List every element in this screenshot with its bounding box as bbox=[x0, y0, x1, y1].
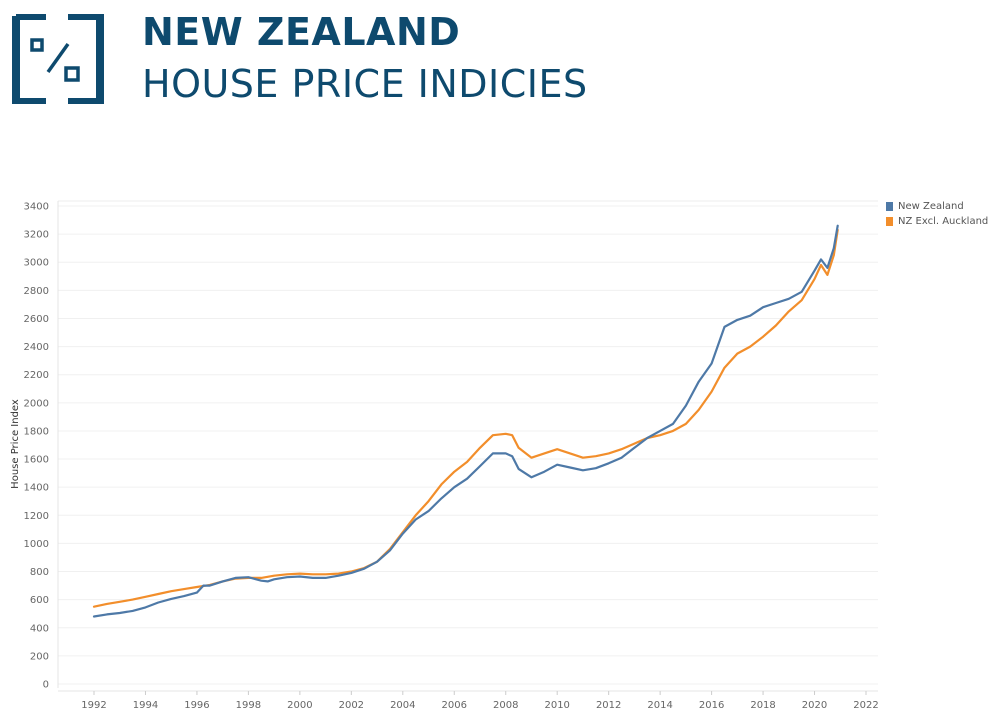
x-tick-label: 2020 bbox=[802, 700, 827, 711]
y-tick-label: 2600 bbox=[24, 314, 49, 325]
x-tick-label: 2000 bbox=[287, 700, 312, 711]
y-tick-label: 600 bbox=[30, 595, 49, 606]
series-line-nz-excl-auckland[interactable] bbox=[92, 228, 839, 608]
x-tick-label: 2016 bbox=[699, 700, 724, 711]
y-tick-label: 2800 bbox=[24, 286, 49, 297]
chart-legend: New Zealand NZ Excl. Auckland bbox=[886, 199, 988, 229]
x-tick-label: 2002 bbox=[339, 700, 364, 711]
legend-item-nz-excl-auckland[interactable]: NZ Excl. Auckland bbox=[886, 214, 988, 229]
x-tick-label: 2008 bbox=[493, 700, 518, 711]
x-tick-label: 2018 bbox=[750, 700, 775, 711]
y-tick-label: 1800 bbox=[24, 426, 49, 437]
chart-grid bbox=[58, 200, 878, 685]
legend-swatch bbox=[886, 217, 893, 226]
y-axis: 0 200 400 600 800 1000 1200 1400 1600 1800 2000 220… bbox=[24, 201, 59, 691]
y-tick-label: 200 bbox=[30, 651, 49, 662]
x-tick-label: 2022 bbox=[853, 700, 878, 711]
y-tick-label: 2200 bbox=[24, 370, 49, 381]
y-tick-label: 0 bbox=[43, 680, 49, 691]
y-tick-label: 3200 bbox=[24, 230, 49, 241]
legend-swatch bbox=[886, 202, 893, 211]
x-tick-label: 1992 bbox=[81, 700, 106, 711]
x-tick-label: 2014 bbox=[647, 700, 672, 711]
y-axis-label: House Price Index bbox=[10, 399, 21, 489]
y-tick-label: 400 bbox=[30, 623, 49, 634]
x-tick-label: 2010 bbox=[544, 700, 569, 711]
x-tick-label: 2006 bbox=[442, 700, 467, 711]
x-tick-label: 1998 bbox=[236, 700, 261, 711]
x-tick-label: 1994 bbox=[133, 700, 158, 711]
x-tick-label: 2004 bbox=[390, 700, 415, 711]
legend-item-new-zealand[interactable]: New Zealand bbox=[886, 199, 988, 214]
y-tick-label: 3000 bbox=[24, 258, 49, 269]
y-tick-label: 1400 bbox=[24, 483, 49, 494]
x-axis: 1992 1994 1996 1998 2000 2002 2004 2006 2008 2010… bbox=[58, 690, 879, 711]
legend-label: NZ Excl. Auckland bbox=[898, 216, 989, 227]
y-tick-label: 1000 bbox=[24, 539, 49, 550]
page-title: NEW ZEALAND bbox=[142, 10, 461, 54]
y-tick-label: 1200 bbox=[24, 511, 49, 522]
chart-series bbox=[92, 224, 839, 618]
page-subtitle: HOUSE PRICE INDICIES bbox=[142, 62, 588, 106]
y-tick-label: 1600 bbox=[24, 455, 49, 466]
y-tick-label: 3400 bbox=[24, 202, 49, 213]
legend-label: New Zealand bbox=[898, 201, 964, 212]
x-tick-label: 1996 bbox=[184, 700, 209, 711]
y-tick-label: 800 bbox=[30, 567, 49, 578]
y-tick-label: 2400 bbox=[24, 342, 49, 353]
percent-bracket-icon bbox=[12, 14, 104, 104]
x-tick-label: 2012 bbox=[596, 700, 621, 711]
y-tick-label: 2000 bbox=[24, 398, 49, 409]
series-line-new-zealand[interactable] bbox=[92, 224, 839, 618]
